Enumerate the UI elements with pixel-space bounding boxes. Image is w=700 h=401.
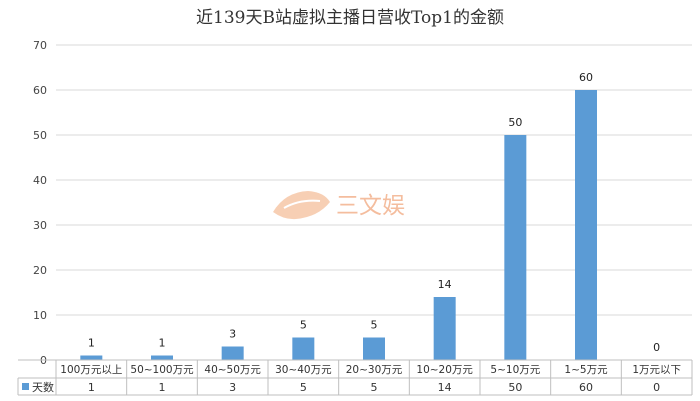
x-tick-label: 40~50万元 (204, 364, 261, 376)
data-label: 14 (438, 278, 452, 291)
table-cell: 5 (300, 381, 307, 394)
y-tick-label: 70 (33, 39, 47, 52)
legend-swatch (22, 383, 29, 390)
data-table: 100万元以上 50~100万元 40~50万元 30~40万元 20~30万元 10~2… (17, 359, 693, 396)
table-cell: 1 (88, 381, 95, 394)
table-cell: 1 (159, 381, 166, 394)
y-tick-label: 60 (33, 84, 47, 97)
bar (504, 135, 527, 360)
x-tick-label: 5~10万元 (490, 364, 540, 376)
x-tick-label: 1~5万元 (564, 364, 608, 376)
table-cell: 60 (579, 381, 593, 394)
bar (292, 337, 315, 360)
watermark-logo-shape (273, 191, 330, 220)
watermark-logo-highlight (283, 199, 321, 209)
x-tick-label: 30~40万元 (275, 364, 332, 376)
x-tick-label: 50~100万元 (130, 364, 194, 376)
gridlines (56, 44, 692, 361)
table-cell: 0 (653, 381, 660, 394)
bars (80, 90, 597, 360)
x-tick-label: 1万元以下 (632, 364, 681, 376)
y-tick-label: 10 (33, 309, 47, 322)
y-tick-label: 30 (33, 219, 47, 232)
data-label: 1 (159, 337, 166, 350)
table-cell: 3 (229, 381, 236, 394)
bar (221, 346, 244, 360)
table-cell: 14 (438, 381, 452, 394)
bar (80, 355, 103, 360)
data-label: 50 (508, 116, 522, 129)
data-label: 3 (229, 328, 236, 341)
legend-label: 天数 (32, 381, 54, 394)
chart-title: 近139天B站虚拟主播日营收Top1的金额 (196, 8, 504, 28)
x-tick-label: 10~20万元 (416, 364, 473, 376)
bar (575, 90, 597, 360)
data-label: 60 (579, 71, 593, 84)
data-label: 5 (371, 319, 378, 332)
bar (363, 337, 385, 360)
y-tick-label: 50 (33, 129, 47, 142)
x-tick-label: 20~30万元 (346, 364, 403, 376)
table-cell: 5 (371, 381, 378, 394)
y-axis: 010203040506070 (33, 39, 47, 367)
data-label: 0 (653, 341, 660, 354)
data-label: 5 (300, 319, 307, 332)
y-tick-label: 40 (33, 174, 47, 187)
watermark: 三文娱 (273, 191, 405, 220)
data-label: 1 (88, 337, 95, 350)
y-tick-label: 20 (33, 264, 47, 277)
x-tick-label: 100万元以上 (60, 364, 122, 376)
bar (433, 297, 456, 360)
data-labels: 1 1 3 5 5 14 50 60 0 (88, 71, 660, 354)
bar (151, 355, 173, 360)
watermark-text: 三文娱 (336, 193, 405, 219)
table-cell: 50 (508, 381, 522, 394)
